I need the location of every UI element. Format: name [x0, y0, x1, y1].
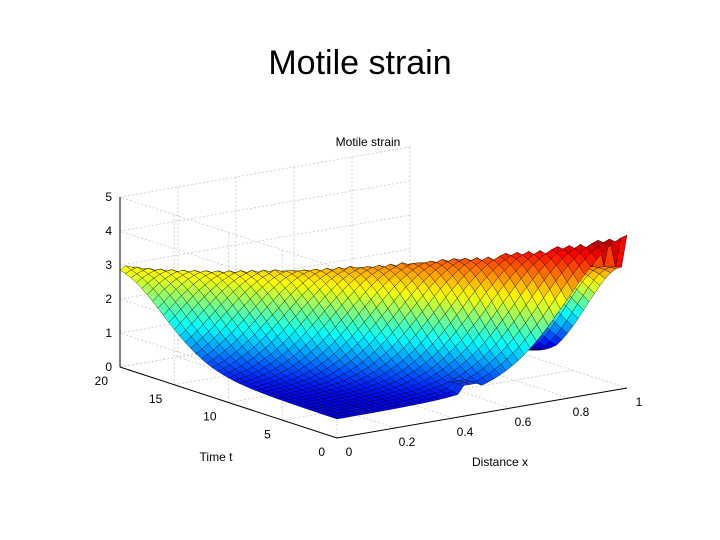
y-tick-label: 0: [318, 445, 325, 459]
y-tick-label: 10: [203, 410, 217, 424]
grid-line: [119, 214, 411, 266]
z-tick-label: 1: [105, 326, 112, 340]
x-tick-label: 1: [636, 395, 643, 409]
x-axis-line: [336, 387, 628, 439]
surface-mesh: [119, 234, 628, 420]
y-tick-label: 15: [149, 392, 163, 406]
y-tick-label: 20: [95, 374, 109, 388]
x-tick-label: 0.8: [573, 405, 590, 419]
x-tick-label: 0.2: [399, 435, 416, 449]
plot-title: Motile strain: [336, 135, 401, 149]
z-tick-label: 4: [105, 224, 112, 238]
z-tick-label: 2: [105, 292, 112, 306]
y-tick-label: 5: [264, 427, 271, 441]
slide-title: Motile strain: [268, 44, 452, 82]
z-tick-label: 3: [105, 258, 112, 272]
x-tick-label: 0.4: [457, 425, 474, 439]
z-tick-label: 5: [105, 190, 112, 204]
y-axis-line: [119, 366, 338, 439]
grid-line: [119, 146, 411, 198]
y-axis-label: Time t: [200, 450, 234, 464]
z-tick-label: 0: [105, 360, 112, 374]
grid-line: [119, 180, 411, 232]
x-axis-label: Distance x: [472, 455, 528, 469]
surface-facet: [615, 234, 628, 268]
x-tick-label: 0.6: [515, 415, 532, 429]
x-tick-label: 0: [346, 445, 353, 459]
